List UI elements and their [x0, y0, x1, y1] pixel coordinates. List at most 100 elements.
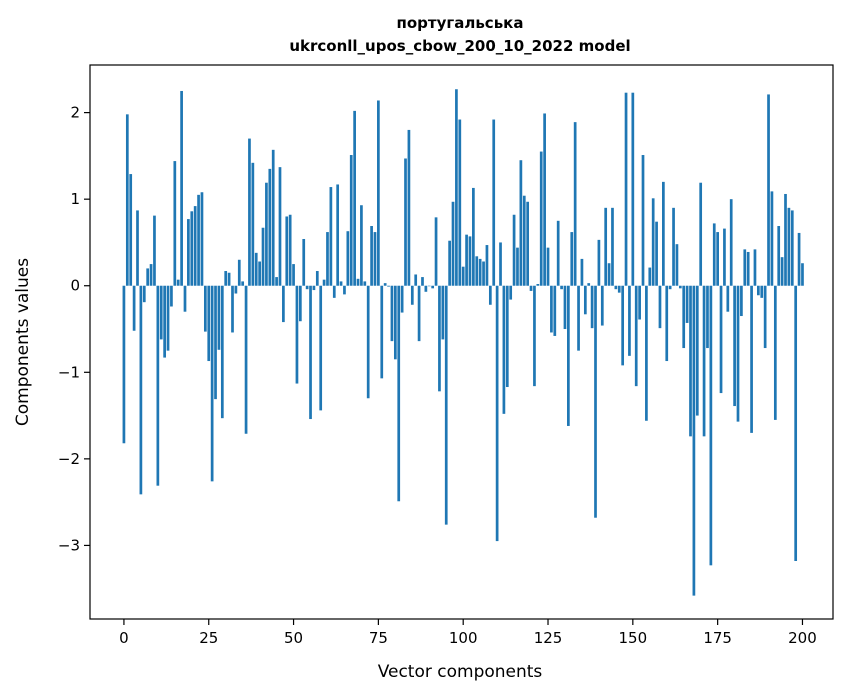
bar-55: [309, 285, 312, 420]
bar-98: [455, 89, 458, 286]
bar-147: [621, 285, 625, 366]
bar-175: [716, 232, 719, 286]
bar-70: [360, 205, 363, 286]
bar-48: [285, 216, 289, 286]
bar-68: [353, 110, 356, 286]
bar-192: [773, 285, 777, 420]
bar-190: [767, 94, 770, 286]
bar-146: [617, 285, 621, 293]
bar-39: [254, 252, 258, 286]
bar-132: [570, 232, 574, 286]
bar-71: [363, 281, 367, 286]
bar-91: [431, 285, 435, 289]
bar-144: [611, 207, 614, 286]
x-tick-label: 75: [369, 629, 388, 647]
bar-159: [662, 181, 665, 286]
bar-107: [485, 245, 489, 286]
bar-2: [129, 174, 133, 286]
bar-138: [590, 285, 594, 329]
bar-122: [536, 284, 540, 286]
bar-62: [332, 285, 336, 298]
bar-119: [526, 201, 530, 286]
bar-38: [251, 162, 255, 286]
bar-141: [600, 285, 604, 326]
bar-3: [132, 285, 136, 331]
bar-67: [349, 155, 353, 286]
bar-21: [193, 206, 197, 286]
x-tick-label: 200: [788, 629, 817, 647]
bar-136: [583, 285, 587, 315]
x-tick-label: 100: [449, 629, 478, 647]
bar-27: [214, 285, 217, 400]
bar-151: [634, 285, 638, 387]
bar-133: [573, 122, 577, 286]
y-tick-label: 0: [70, 277, 80, 295]
bar-197: [790, 210, 794, 286]
bar-57: [315, 271, 319, 286]
bar-113: [505, 285, 509, 388]
bar-41: [261, 227, 265, 286]
y-tick-label: 1: [70, 190, 80, 208]
bar-28: [217, 285, 221, 350]
bar-195: [784, 193, 787, 286]
bar-51: [295, 285, 299, 384]
bar-20: [190, 211, 194, 286]
bar-105: [478, 258, 482, 286]
bar-152: [638, 285, 641, 320]
bar-87: [417, 285, 421, 342]
bar-34: [237, 259, 241, 286]
bar-13: [166, 285, 170, 351]
bar-7: [146, 268, 150, 286]
x-tick-label: 25: [199, 629, 218, 647]
bar-95: [444, 285, 448, 525]
x-tick-label: 50: [284, 629, 303, 647]
bar-154: [645, 285, 648, 421]
bar-135: [580, 258, 584, 286]
bar-131: [567, 285, 570, 426]
bar-96: [448, 240, 451, 286]
bar-31: [227, 272, 231, 286]
bars-group: [122, 89, 804, 596]
bar-37: [248, 138, 251, 286]
bar-145: [614, 285, 618, 290]
bar-183: [743, 249, 747, 286]
bar-42: [265, 182, 268, 286]
bar-170: [699, 182, 703, 286]
y-axis-ticks: −3 −2 −1 0 1 2: [58, 104, 90, 554]
bar-121: [533, 285, 536, 387]
bar-82: [400, 285, 404, 313]
bar-149: [628, 285, 631, 356]
bar-179: [729, 199, 733, 286]
bar-140: [597, 239, 601, 286]
bar-69: [356, 278, 360, 286]
bar-160: [665, 285, 669, 362]
bar-90: [427, 285, 431, 287]
x-tick-label: 175: [703, 629, 732, 647]
chart-title-line-1: португальська: [397, 14, 524, 32]
bar-12: [163, 285, 166, 358]
bar-176: [719, 285, 723, 394]
bar-124: [543, 113, 546, 286]
bar-64: [339, 281, 343, 286]
bar-188: [760, 285, 764, 298]
bar-58: [319, 285, 323, 411]
bar-126: [550, 285, 553, 333]
bar-134: [577, 285, 580, 351]
bar-116: [516, 247, 519, 286]
bar-72: [366, 285, 370, 399]
x-tick-label: 0: [119, 629, 129, 647]
bar-9: [153, 215, 156, 286]
bar-157: [655, 221, 658, 286]
bar-44: [271, 149, 275, 286]
bar-66: [346, 231, 350, 286]
bar-40: [258, 261, 261, 286]
bar-110: [495, 285, 499, 542]
bar-74: [373, 232, 377, 286]
bar-181: [736, 285, 740, 422]
bar-63: [336, 184, 340, 286]
bar-33: [234, 285, 238, 294]
bar-81: [397, 285, 401, 502]
y-tick-label: −2: [58, 450, 80, 468]
bar-158: [658, 285, 662, 329]
